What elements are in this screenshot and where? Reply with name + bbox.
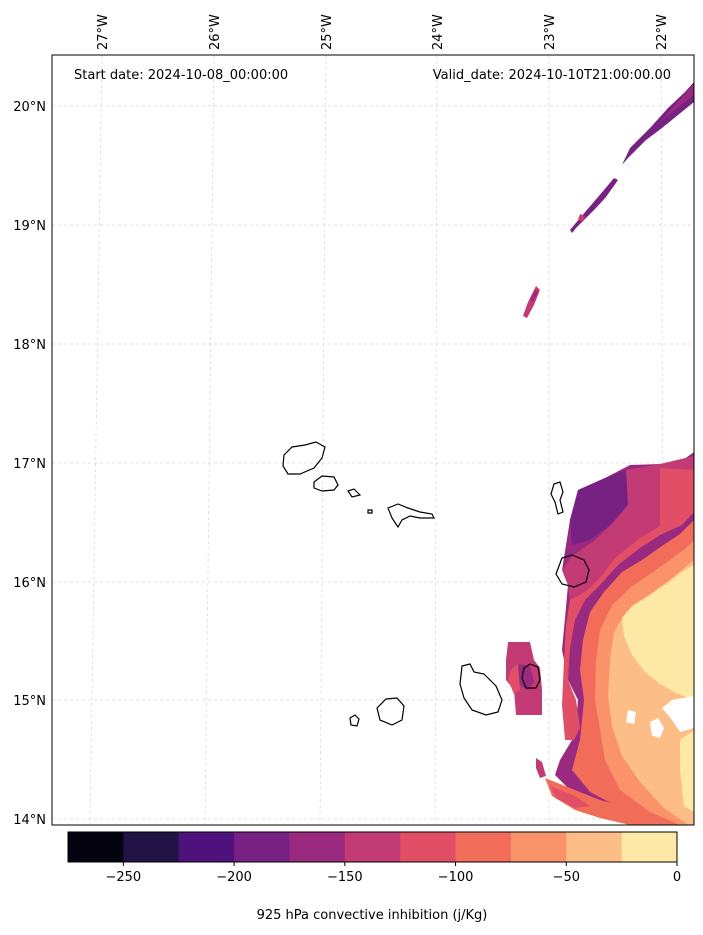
lon-tick-27w: 27°W	[96, 14, 111, 50]
colorbar-swatch	[234, 832, 290, 862]
lon-tick-labels: 27°W 26°W 25°W 24°W 23°W 22°W	[96, 14, 670, 50]
lat-tick-15n: 15°N	[13, 694, 46, 709]
colorbar-swatch	[68, 832, 124, 862]
cin-region-purple-dark	[570, 470, 628, 545]
cin-arc-south-inner	[550, 786, 590, 808]
island-sal	[550, 481, 564, 515]
island-boa-vista	[555, 554, 590, 588]
island-maio	[521, 663, 541, 689]
island-raso	[367, 509, 373, 514]
colorbar-swatch	[178, 832, 235, 862]
cin-region-red	[562, 468, 694, 740]
colorbar-tick-label: −100	[438, 870, 474, 885]
lat-tick-17n: 17°N	[13, 457, 46, 472]
colorbar-swatch	[123, 832, 180, 862]
cin-gap-1	[662, 696, 694, 732]
map-frame	[51, 54, 695, 826]
island-sao-vicente	[313, 475, 339, 492]
cin-streak-ne-core	[660, 84, 694, 122]
colorbar-tick-label: −150	[327, 870, 363, 885]
colorbar-swatch	[510, 832, 567, 862]
colorbar-tick-label: −250	[106, 870, 142, 885]
island-santiago	[459, 663, 503, 716]
colorbar-tick-label: −200	[216, 870, 252, 885]
cin-streak-west-core	[530, 290, 538, 302]
colorbar: −250 −200 −150 −100 −50 0 925 hPa convective …	[67, 831, 681, 923]
lon-tick-25w: 25°W	[320, 14, 335, 50]
lat-tick-labels: 20°N 19°N 18°N 17°N 16°N 15°N 14°N	[13, 100, 46, 828]
cin-streak-west	[523, 286, 540, 318]
start-date-label: Start date: 2024-10-08_00:00:00	[74, 68, 288, 83]
colorbar-tick-label: 0	[673, 870, 681, 885]
cin-filled-contours	[506, 82, 694, 825]
colorbar-swatch	[289, 832, 346, 862]
lat-tick-19n: 19°N	[13, 219, 46, 234]
island-fogo	[376, 697, 405, 726]
colorbar-swatch	[400, 832, 457, 862]
lon-tick-23w: 23°W	[543, 14, 558, 50]
cin-blob-fogo-core	[518, 664, 534, 690]
cin-region-pale-south	[680, 730, 694, 812]
colorbar-swatch	[566, 832, 623, 862]
cin-streak-northeast	[622, 82, 694, 165]
lat-tick-14n: 14°N	[13, 813, 46, 828]
lat-tick-16n: 16°N	[13, 576, 46, 591]
cin-arc-south	[545, 778, 670, 825]
island-sao-nicolau	[387, 503, 435, 529]
colorbar-ticks: −250 −200 −150 −100 −50 0	[106, 862, 681, 885]
valid-date-label: Valid_date: 2024-10-10T21:00:00.00	[433, 68, 671, 83]
cin-arc-south-tail	[536, 758, 546, 778]
island-santa-luzia	[347, 488, 362, 498]
lat-tick-18n: 18°N	[13, 338, 46, 353]
cin-gap-2	[650, 718, 664, 738]
coastlines	[282, 441, 590, 727]
lat-tick-20n: 20°N	[13, 100, 46, 115]
colorbar-label: 925 hPa convective inhibition (j/Kg)	[257, 908, 488, 923]
colorbar-tick-label: −50	[553, 870, 580, 885]
lon-tick-22w: 22°W	[655, 14, 670, 50]
island-brava	[349, 714, 360, 727]
colorbar-frame	[67, 831, 678, 863]
island-santo-antao	[282, 441, 326, 475]
cin-gap-3	[626, 710, 636, 724]
lon-tick-26w: 26°W	[208, 14, 223, 50]
cin-blob-fogo-red	[508, 664, 520, 694]
colorbar-swatch	[621, 832, 678, 862]
colorbar-swatch	[455, 832, 512, 862]
colorbar-swatches	[68, 832, 678, 862]
cin-fleck-small	[578, 214, 585, 222]
cin-region-pale	[622, 565, 694, 700]
colorbar-swatch	[344, 832, 401, 862]
lon-tick-24w: 24°W	[431, 14, 446, 50]
